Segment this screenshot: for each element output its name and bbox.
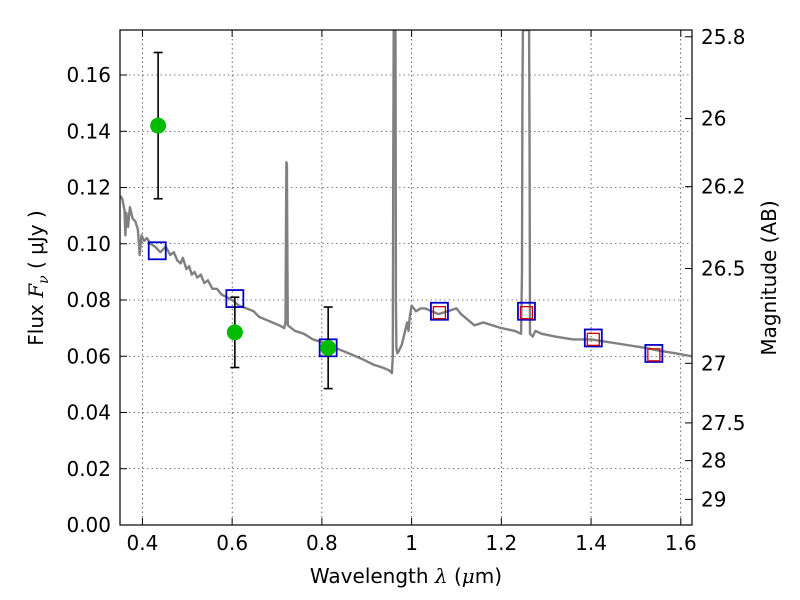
right-tick-label: 26 [701,107,726,131]
model-photometry-inner-square [586,332,600,347]
y-tick-label: 0.08 [66,288,111,312]
right-tick-label: 27 [701,351,726,375]
grid-lines [120,30,692,525]
model-photometry-square [517,301,536,321]
plot-area [120,30,692,390]
x-tick-label: 1.6 [665,531,697,555]
model-photometry-inner-square [647,348,661,362]
x-tick-label: 1.2 [485,531,517,555]
y-tick-label: 0.12 [66,176,111,200]
y-tick-label: 0.06 [66,344,111,368]
model-photometry-inner-square [519,306,534,320]
x-axis-title-unit-mu: μ [462,564,475,588]
x-axis-title-unit-open: ( [448,564,462,588]
observed-flux-point [320,339,337,356]
right-tick-label: 25.8 [701,25,746,49]
x-tick-label: 0.8 [306,531,338,555]
model-photometry-square [583,328,603,348]
model-photometry-square [644,344,664,363]
model-photometry-square [430,301,449,321]
observed-flux-point [226,324,243,341]
right-tick-label: 27.5 [701,411,746,435]
y-tick-label: 0.04 [66,401,111,425]
observed-flux-point [150,117,167,134]
x-axis-title-symbol: λ [434,564,448,588]
axis-ticks [120,30,692,526]
y-tick-label: 0.16 [66,63,111,87]
x-axis-title: Wavelength λ (μm) [310,564,502,588]
right-tick-label: 26.2 [701,175,746,199]
model-photometry-square [147,241,167,261]
right-axis-title: Magnitude (AB) [757,200,781,355]
right-tick-label: 26.5 [701,257,746,281]
y-tick-label: 0.00 [66,513,111,537]
y-axis-title-unit: ( μJy ) [24,210,48,275]
right-tick-label: 29 [701,487,726,511]
y-axis-title-symbol: F [24,283,48,299]
x-axis-title-unit-rest: m) [475,564,502,588]
x-tick-label: 0.4 [127,531,159,555]
plot-frame [119,29,693,526]
right-tick-label: 28 [701,449,726,473]
x-axis-title-prefix: Wavelength [310,564,435,588]
y-tick-label: 0.14 [66,119,111,143]
y-tick-label: 0.10 [66,232,111,256]
tick-labels: 0.4 0.6 0.8 1 1.2 1.4 1.6 0.00 0.02 0.04 0.06 0.08 0… [66,25,745,555]
x-tick-label: 1.4 [575,531,607,555]
plot-background [120,30,692,525]
x-tick-label: 1 [405,531,418,555]
y-axis-title: Flux Fν ( μJy ) [24,210,52,345]
y-axis-title-prefix: Flux [24,298,48,346]
y-axis-title-subscript: ν [36,275,52,284]
model-photometry-inner-square [432,306,447,320]
x-tick-label: 0.6 [216,531,248,555]
y-tick-label: 0.02 [66,457,111,481]
